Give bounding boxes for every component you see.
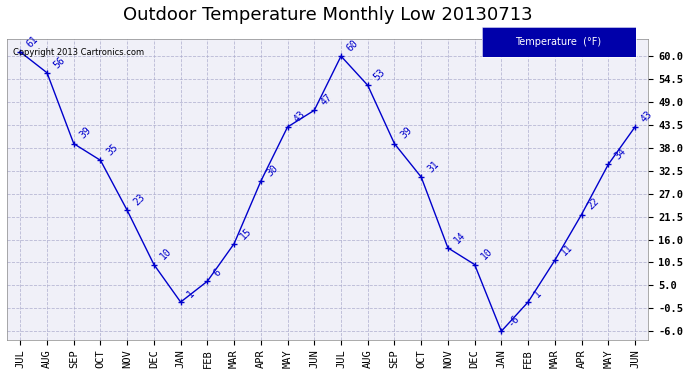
Text: 11: 11: [559, 242, 574, 258]
Text: 56: 56: [51, 55, 66, 70]
Text: 43: 43: [292, 109, 307, 124]
Text: 30: 30: [265, 163, 280, 178]
Text: -6: -6: [506, 313, 521, 328]
Text: 39: 39: [78, 126, 93, 141]
Text: 10: 10: [158, 246, 173, 262]
Text: 22: 22: [586, 196, 601, 212]
Text: 53: 53: [372, 67, 387, 82]
Text: 23: 23: [131, 192, 147, 208]
Text: 31: 31: [425, 159, 441, 174]
Text: 1: 1: [532, 288, 544, 299]
Text: 39: 39: [399, 126, 414, 141]
Text: 47: 47: [319, 92, 334, 108]
Text: Copyright 2013 Cartronics.com: Copyright 2013 Cartronics.com: [13, 48, 144, 57]
Text: 14: 14: [452, 230, 467, 245]
Text: 6: 6: [212, 267, 223, 279]
Text: 35: 35: [105, 142, 120, 158]
Text: 15: 15: [238, 225, 254, 241]
Text: 61: 61: [24, 34, 40, 49]
Text: 34: 34: [613, 146, 628, 162]
Title: Outdoor Temperature Monthly Low 20130713: Outdoor Temperature Monthly Low 20130713: [123, 6, 533, 24]
Text: 43: 43: [639, 109, 655, 124]
Text: 1: 1: [185, 288, 196, 299]
Text: 60: 60: [345, 38, 361, 53]
Text: 10: 10: [479, 246, 494, 262]
